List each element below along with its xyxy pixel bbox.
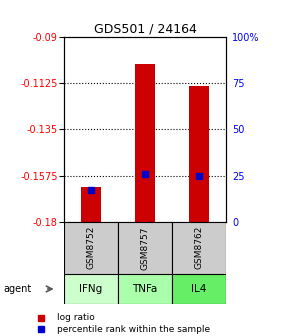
Text: agent: agent (3, 284, 31, 294)
Text: GSM8762: GSM8762 (195, 226, 204, 269)
Text: GSM8757: GSM8757 (140, 226, 150, 269)
Text: IFNg: IFNg (79, 284, 102, 294)
Text: percentile rank within the sample: percentile rank within the sample (57, 325, 210, 334)
Text: IL4: IL4 (191, 284, 207, 294)
Text: log ratio: log ratio (57, 313, 94, 322)
Bar (118, 274, 172, 304)
Bar (64, 274, 118, 304)
Title: GDS501 / 24164: GDS501 / 24164 (94, 23, 196, 36)
Bar (64, 222, 118, 274)
Bar (189, 86, 209, 222)
Bar (172, 222, 226, 274)
Text: TNFa: TNFa (132, 284, 158, 294)
Bar (172, 274, 226, 304)
Bar (135, 64, 155, 222)
Text: GSM8752: GSM8752 (86, 226, 95, 269)
Bar (81, 187, 101, 222)
Bar (118, 222, 172, 274)
